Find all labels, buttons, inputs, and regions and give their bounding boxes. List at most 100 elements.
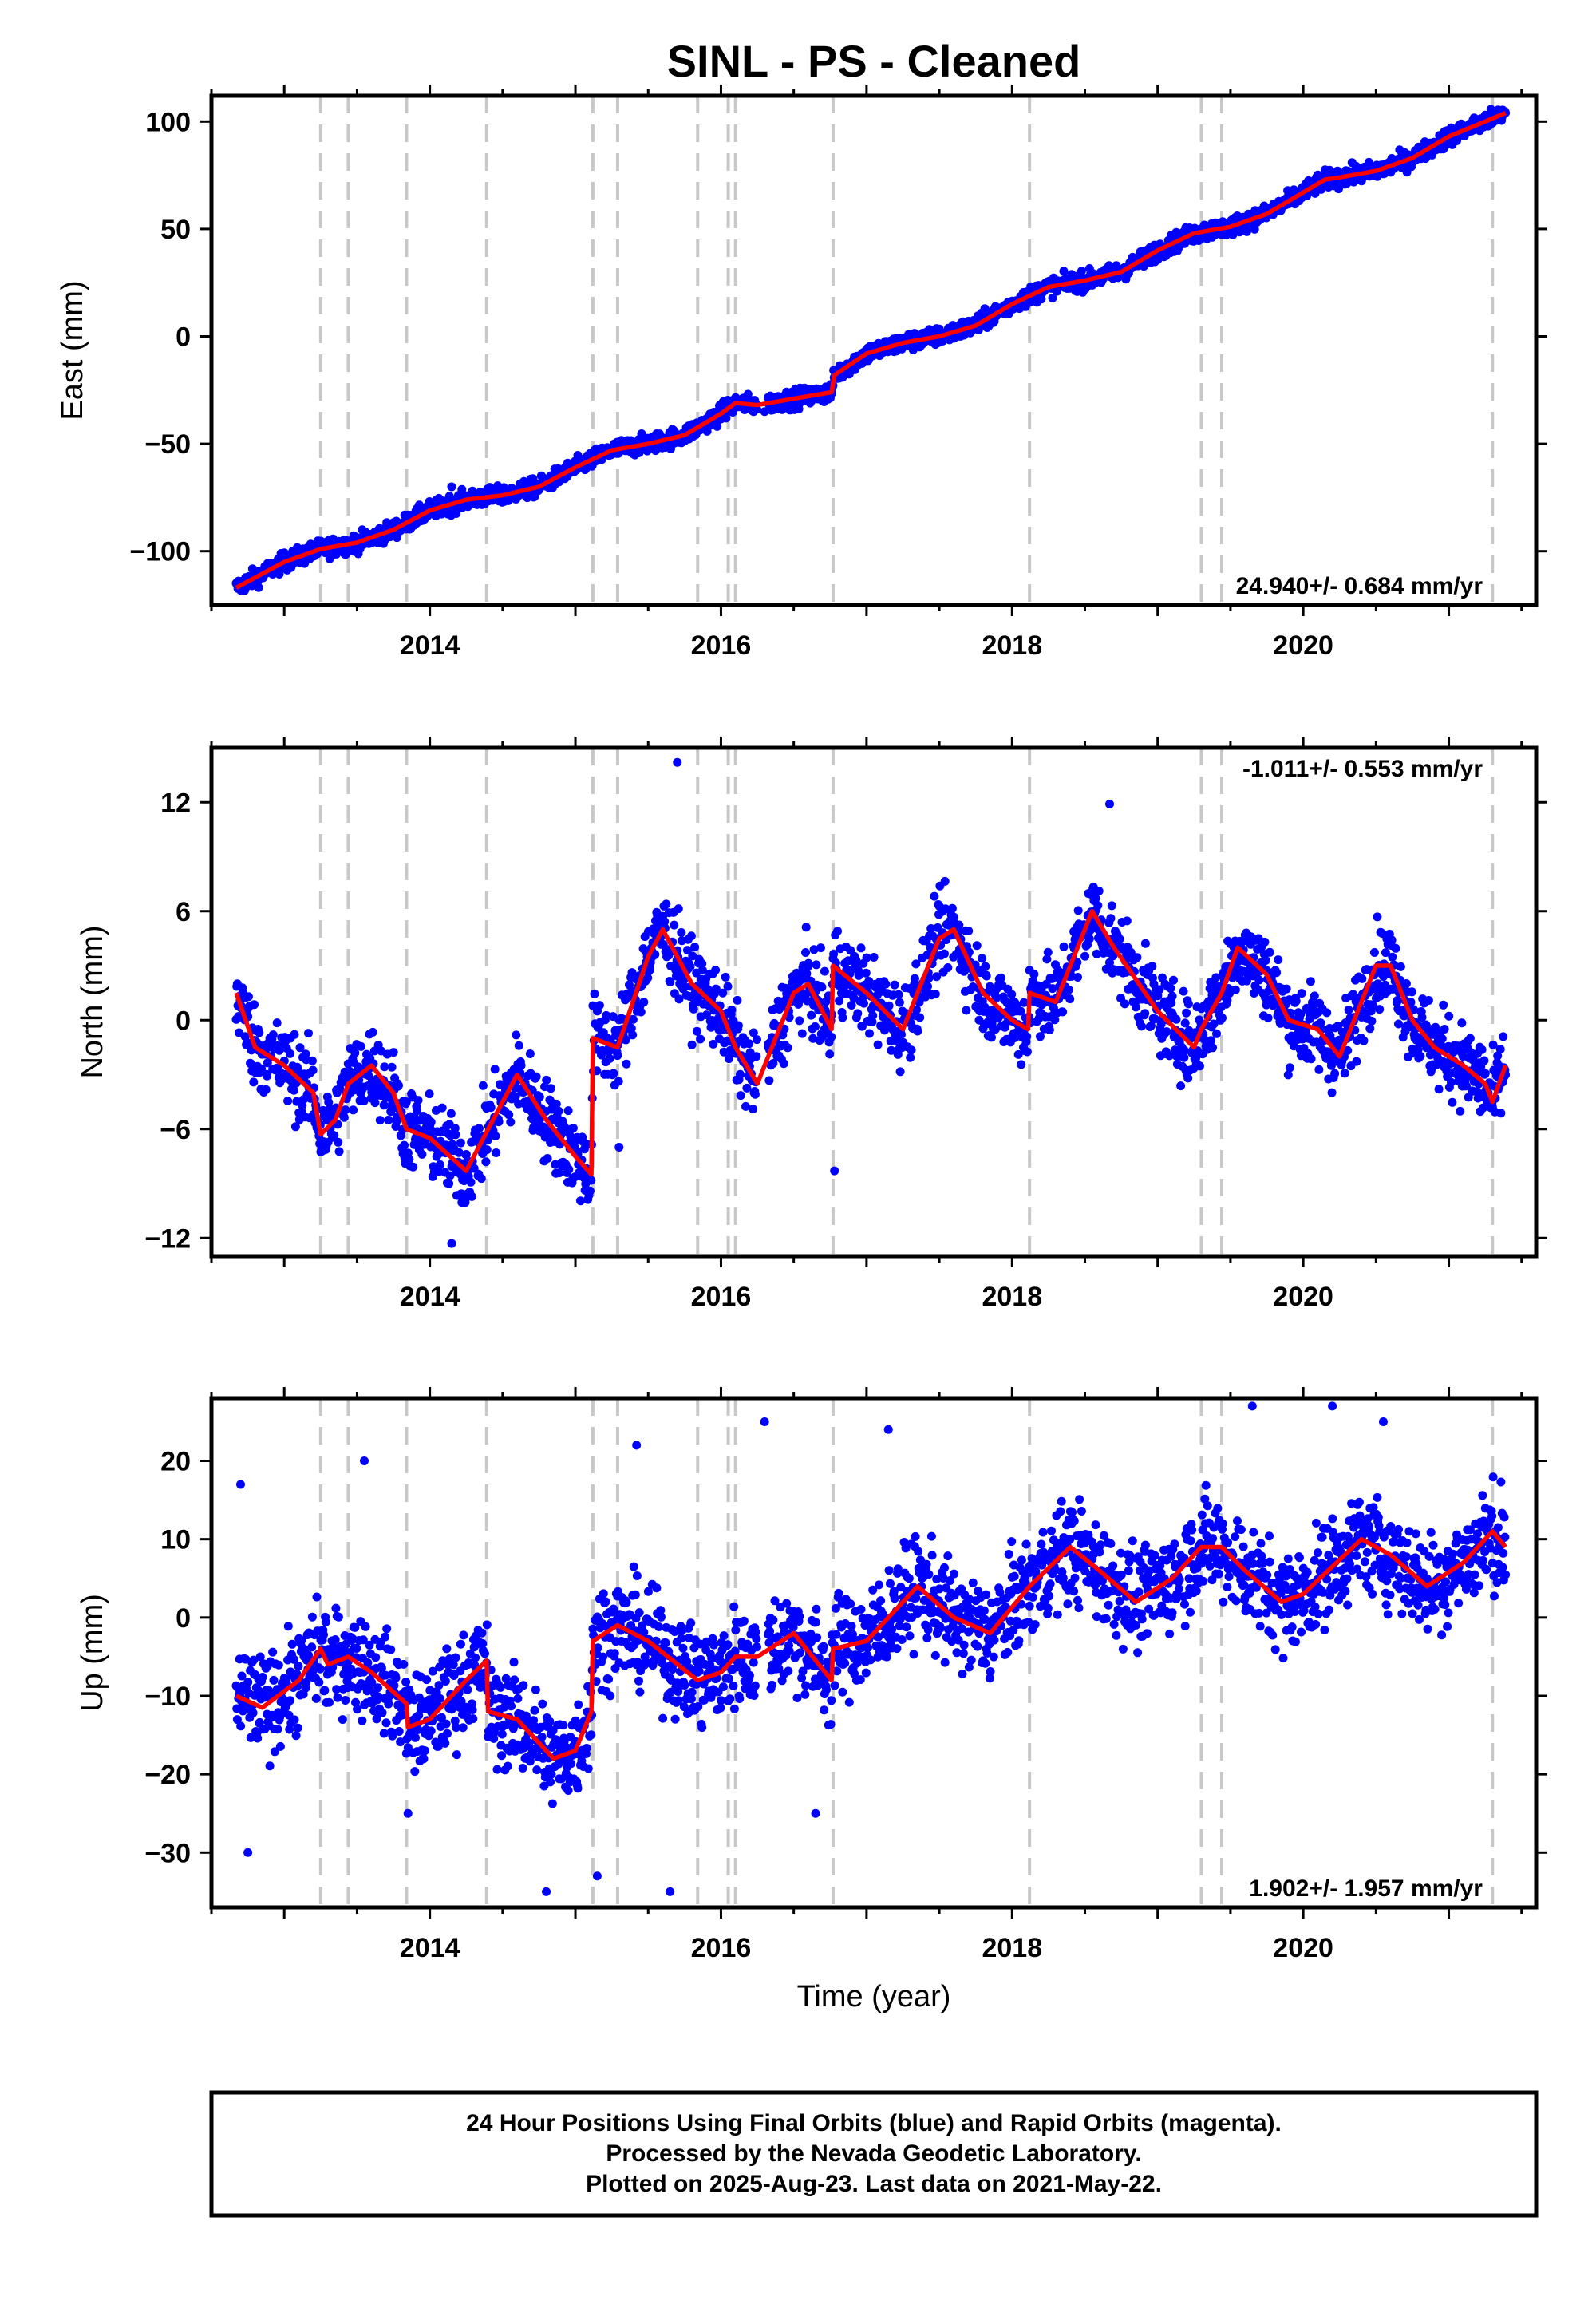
north-data-point [1310, 991, 1319, 1001]
north-data-point [481, 1157, 491, 1167]
north-data-point [1207, 1036, 1215, 1045]
north-data-point [943, 963, 953, 972]
north-data-point [400, 1140, 409, 1150]
north-y-tick-label: 6 [176, 897, 191, 927]
north-data-point [1387, 935, 1396, 945]
north-data-point [602, 1010, 611, 1020]
up-data-point [330, 1635, 340, 1644]
north-data-point [764, 1076, 774, 1085]
north-data-point [625, 980, 634, 990]
up-data-point [255, 1717, 264, 1727]
north-data-point [1434, 1085, 1444, 1094]
north-data-point [895, 998, 904, 1007]
north-data-point [451, 1130, 460, 1140]
north-data-point [711, 984, 721, 994]
north-data-point [690, 943, 700, 952]
north-data-point [261, 1085, 271, 1094]
north-model-line [234, 909, 1508, 1177]
north-data-point [628, 1014, 638, 1024]
north-data-point [646, 965, 654, 974]
up-data-point [287, 1639, 297, 1649]
north-data-point [492, 1148, 501, 1157]
north-data-point [535, 1092, 544, 1101]
north-data-point [636, 1007, 646, 1017]
up-data-point [373, 1683, 382, 1693]
north-data-point [835, 996, 844, 1006]
north-data-point [1381, 948, 1390, 958]
north-data-point [1327, 1088, 1337, 1097]
north-data-point [996, 973, 1005, 982]
north-data-point [1424, 996, 1433, 1005]
north-data-point [692, 1026, 701, 1036]
north-data-point [568, 1124, 578, 1132]
north-data-point [749, 1105, 758, 1114]
north-data-point [401, 1097, 411, 1107]
north-data-point [1013, 1049, 1023, 1059]
north-data-point [554, 1106, 563, 1116]
north-data-point [794, 997, 804, 1006]
north-data-point [1195, 1061, 1204, 1071]
north-data-point [1439, 1000, 1448, 1010]
east-y-tick-label: −100 [129, 537, 191, 567]
north-data-point [1493, 1051, 1503, 1061]
north-data-point [491, 1132, 500, 1140]
up-data-point [334, 1612, 343, 1622]
north-data-point [295, 1043, 305, 1053]
north-data-point [437, 1103, 447, 1113]
up-data-point [350, 1622, 360, 1632]
north-data-point [915, 1013, 925, 1022]
north-data-point [384, 1115, 393, 1124]
north-data-point [1106, 914, 1116, 923]
north-data-point [1050, 1015, 1060, 1025]
up-data-point [365, 1640, 374, 1650]
north-data-point [696, 1034, 705, 1044]
north-data-point [304, 1029, 313, 1038]
north-data-point [614, 1077, 623, 1086]
north-data-point [1137, 1022, 1146, 1031]
north-data-point [585, 1186, 595, 1196]
north-data-point [1365, 1024, 1375, 1034]
north-data-point [380, 1062, 389, 1072]
north-data-point [1367, 1016, 1377, 1026]
north-data-point [476, 1174, 486, 1184]
north-data-point [446, 1109, 456, 1118]
north-data-point [1122, 916, 1132, 926]
east-y-axis-title: East (mm) [56, 280, 89, 420]
north-data-point [662, 899, 671, 909]
north-data-point [466, 1177, 476, 1187]
north-data-point [884, 1001, 894, 1010]
north-x-tick-label: 2014 [400, 1282, 460, 1312]
north-data-point [686, 931, 696, 941]
up-data-point [273, 1725, 282, 1734]
north-data-point [1182, 1008, 1191, 1018]
north-data-point [643, 973, 653, 982]
north-data-point [795, 1016, 804, 1026]
up-data-point [307, 1612, 317, 1622]
north-data-point [923, 982, 932, 991]
north-data-point [405, 1155, 414, 1164]
north-data-point [268, 1030, 278, 1040]
north-data-point [683, 946, 692, 955]
north-data-point [1167, 998, 1176, 1008]
north-data-point [907, 1045, 916, 1055]
north-data-point [475, 1124, 484, 1133]
north-data-point [1447, 1077, 1456, 1087]
north-data-point [1373, 912, 1382, 922]
north-data-point [1401, 979, 1411, 988]
north-data-point [894, 990, 903, 999]
north-data-point [413, 1096, 423, 1105]
north-data-point [454, 1148, 464, 1157]
north-data-point [626, 1023, 636, 1033]
east-data-point [452, 509, 461, 518]
north-data-point [1448, 1047, 1458, 1057]
north-data-point [1171, 1014, 1181, 1024]
north-data-point [1306, 977, 1315, 986]
up-data-point [291, 1731, 301, 1741]
north-data-point [962, 1006, 971, 1015]
north-data-point [1183, 1073, 1193, 1083]
up-data-point [333, 1693, 342, 1702]
up-data-point [268, 1647, 278, 1657]
up-data-point [253, 1686, 263, 1695]
